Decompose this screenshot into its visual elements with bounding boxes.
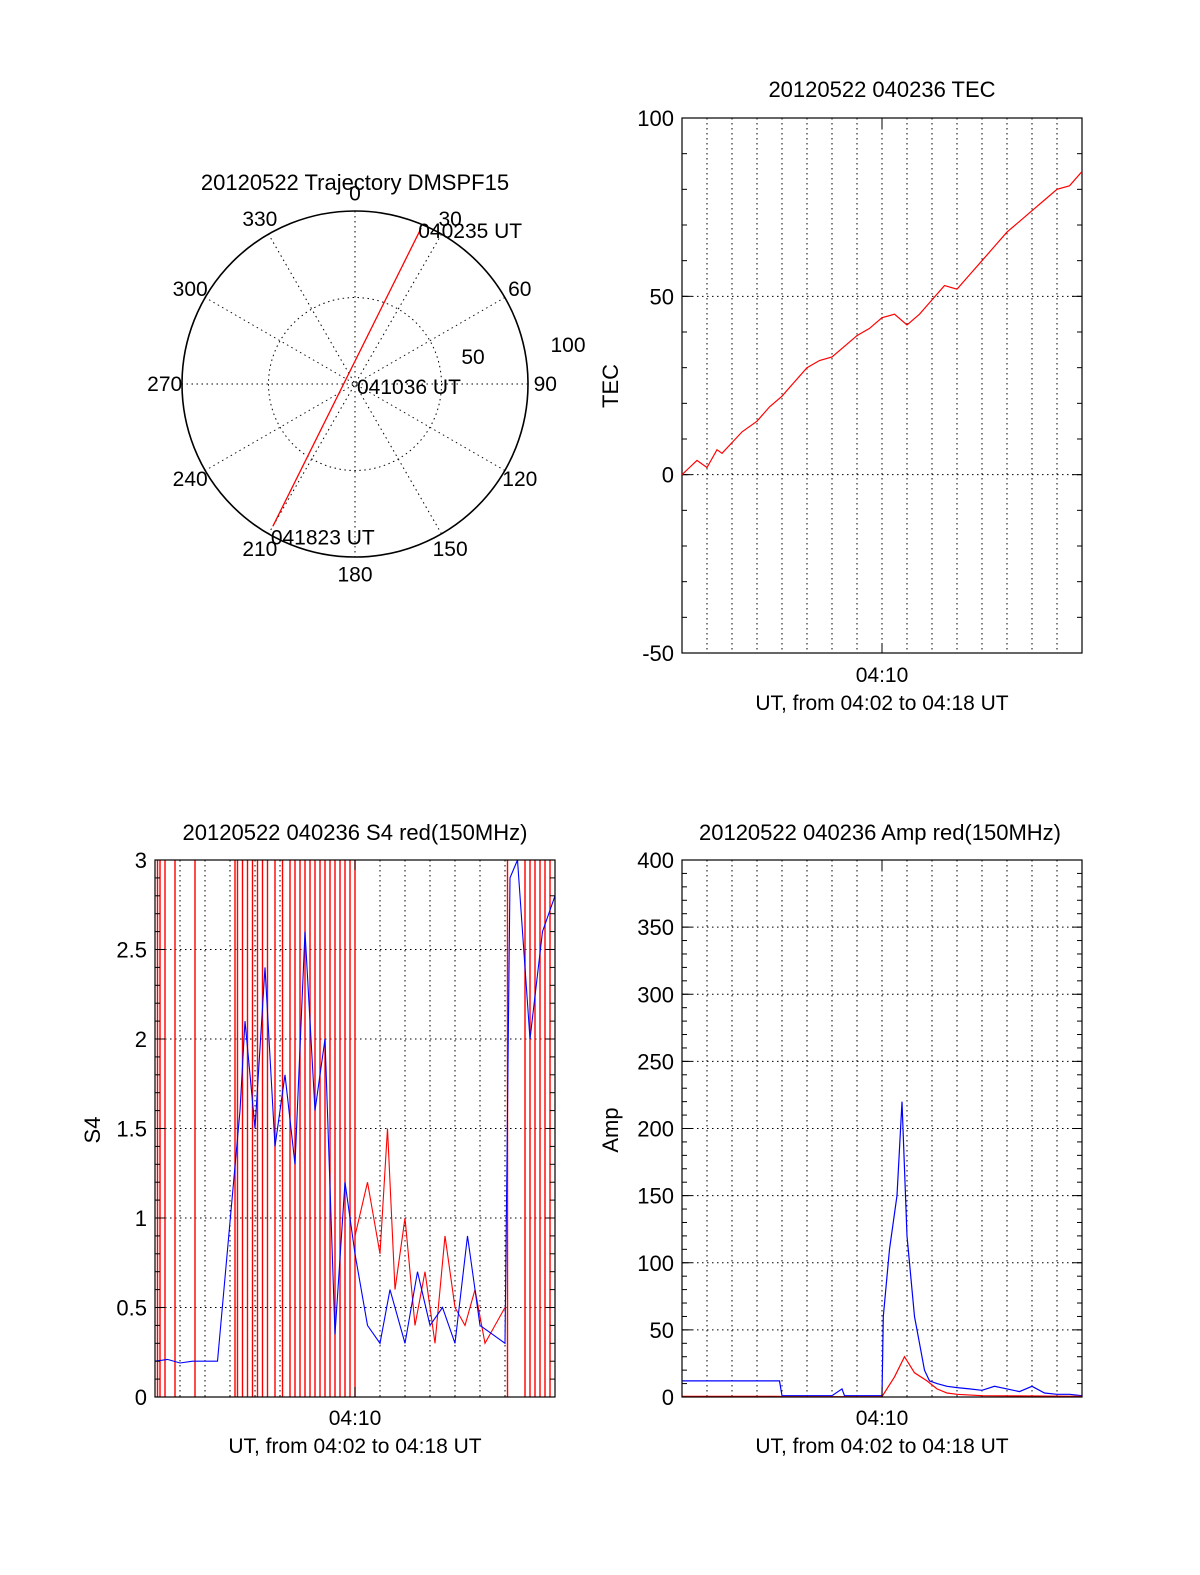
amp-panel: 20120522 040236 Amp red(150MHz) 0 50 100 15… [598,820,1083,1458]
y-tick-label: 3 [135,848,147,873]
y-tick-label: 1 [135,1206,147,1231]
y-tick-label: 2.5 [116,938,147,963]
polar-angle-label: 270 [147,373,182,396]
trajectory-annotation: 040235 UT [418,220,522,243]
trajectory-annotation: 041823 UT [271,526,375,549]
polar-angle-label: 30 [438,208,461,231]
polar-angle-label: 60 [508,278,531,301]
polar-outer-ring [181,210,529,558]
polar-angle-label: 90 [534,373,557,396]
y-tick-label: 1.5 [116,1117,147,1142]
s4-xtick-label: 04:10 [329,1407,382,1430]
tec-panel: 20120522 040236 TEC -50 0 50 100 04:10 UT, … [598,77,1083,715]
s4-xlabel: UT, from 04:02 to 04:18 UT [228,1435,481,1458]
tec-series [681,171,1083,476]
s4-panel: 20120522 040236 S4 red(150MHz) 0 0.5 1 1.5 2… [80,820,556,1458]
polar-radius-label: 50 [461,346,484,369]
y-tick-label: 0 [662,463,674,488]
y-tick-label: 250 [637,1049,674,1074]
trajectory-panel: 20120522 Trajectory DMSPF15 0 30 60 90 120 15… [147,170,585,586]
polar-angle-label: 210 [242,538,277,561]
y-tick-label: 400 [637,848,674,873]
s4-ylabel: S4 [80,1117,105,1144]
trajectory-annotation: 041036 UT [357,376,461,399]
polar-angle-label: 0 [349,183,361,206]
polar-angle-label: 150 [433,538,468,561]
s4-red-series [354,1128,506,1345]
tec-ylabel: TEC [598,364,623,408]
polar-angle-label: 330 [242,208,277,231]
tec-xtick-label: 04:10 [856,664,909,687]
y-tick-label: 150 [637,1184,674,1209]
trajectory-track [272,227,422,527]
y-tick-label: 50 [650,284,674,309]
amp-title: 20120522 040236 Amp red(150MHz) [699,820,1061,845]
amp-xtick-label: 04:10 [856,1407,909,1430]
polar-angle-label: 180 [337,563,372,586]
y-tick-label: 100 [637,1251,674,1276]
y-tick-label: 300 [637,982,674,1007]
y-tick-label: 0 [662,1385,674,1410]
y-tick-label: 200 [637,1117,674,1142]
amp-blue-series [682,1101,1083,1397]
y-tick-label: 100 [637,106,674,131]
tec-title: 20120522 040236 TEC [768,77,995,102]
tec-xlabel: UT, from 04:02 to 04:18 UT [755,692,1008,715]
polar-angle-label: 300 [173,278,208,301]
amp-ylabel: Amp [598,1107,623,1152]
polar-angle-label: 240 [173,468,208,491]
y-tick-label: 350 [637,915,674,940]
s4-blue-series [154,859,556,1364]
y-tick-label: 50 [650,1318,674,1343]
y-tick-label: 0 [135,1385,147,1410]
y-tick-label: 2 [135,1027,147,1052]
y-tick-label: 0.5 [116,1296,147,1321]
polar-radius-label: 100 [550,334,585,357]
trajectory-title: 20120522 Trajectory DMSPF15 [201,170,509,195]
amp-xlabel: UT, from 04:02 to 04:18 UT [755,1435,1008,1458]
polar-angle-label: 120 [502,468,537,491]
s4-title: 20120522 040236 S4 red(150MHz) [183,820,528,845]
y-tick-label: -50 [642,641,674,666]
